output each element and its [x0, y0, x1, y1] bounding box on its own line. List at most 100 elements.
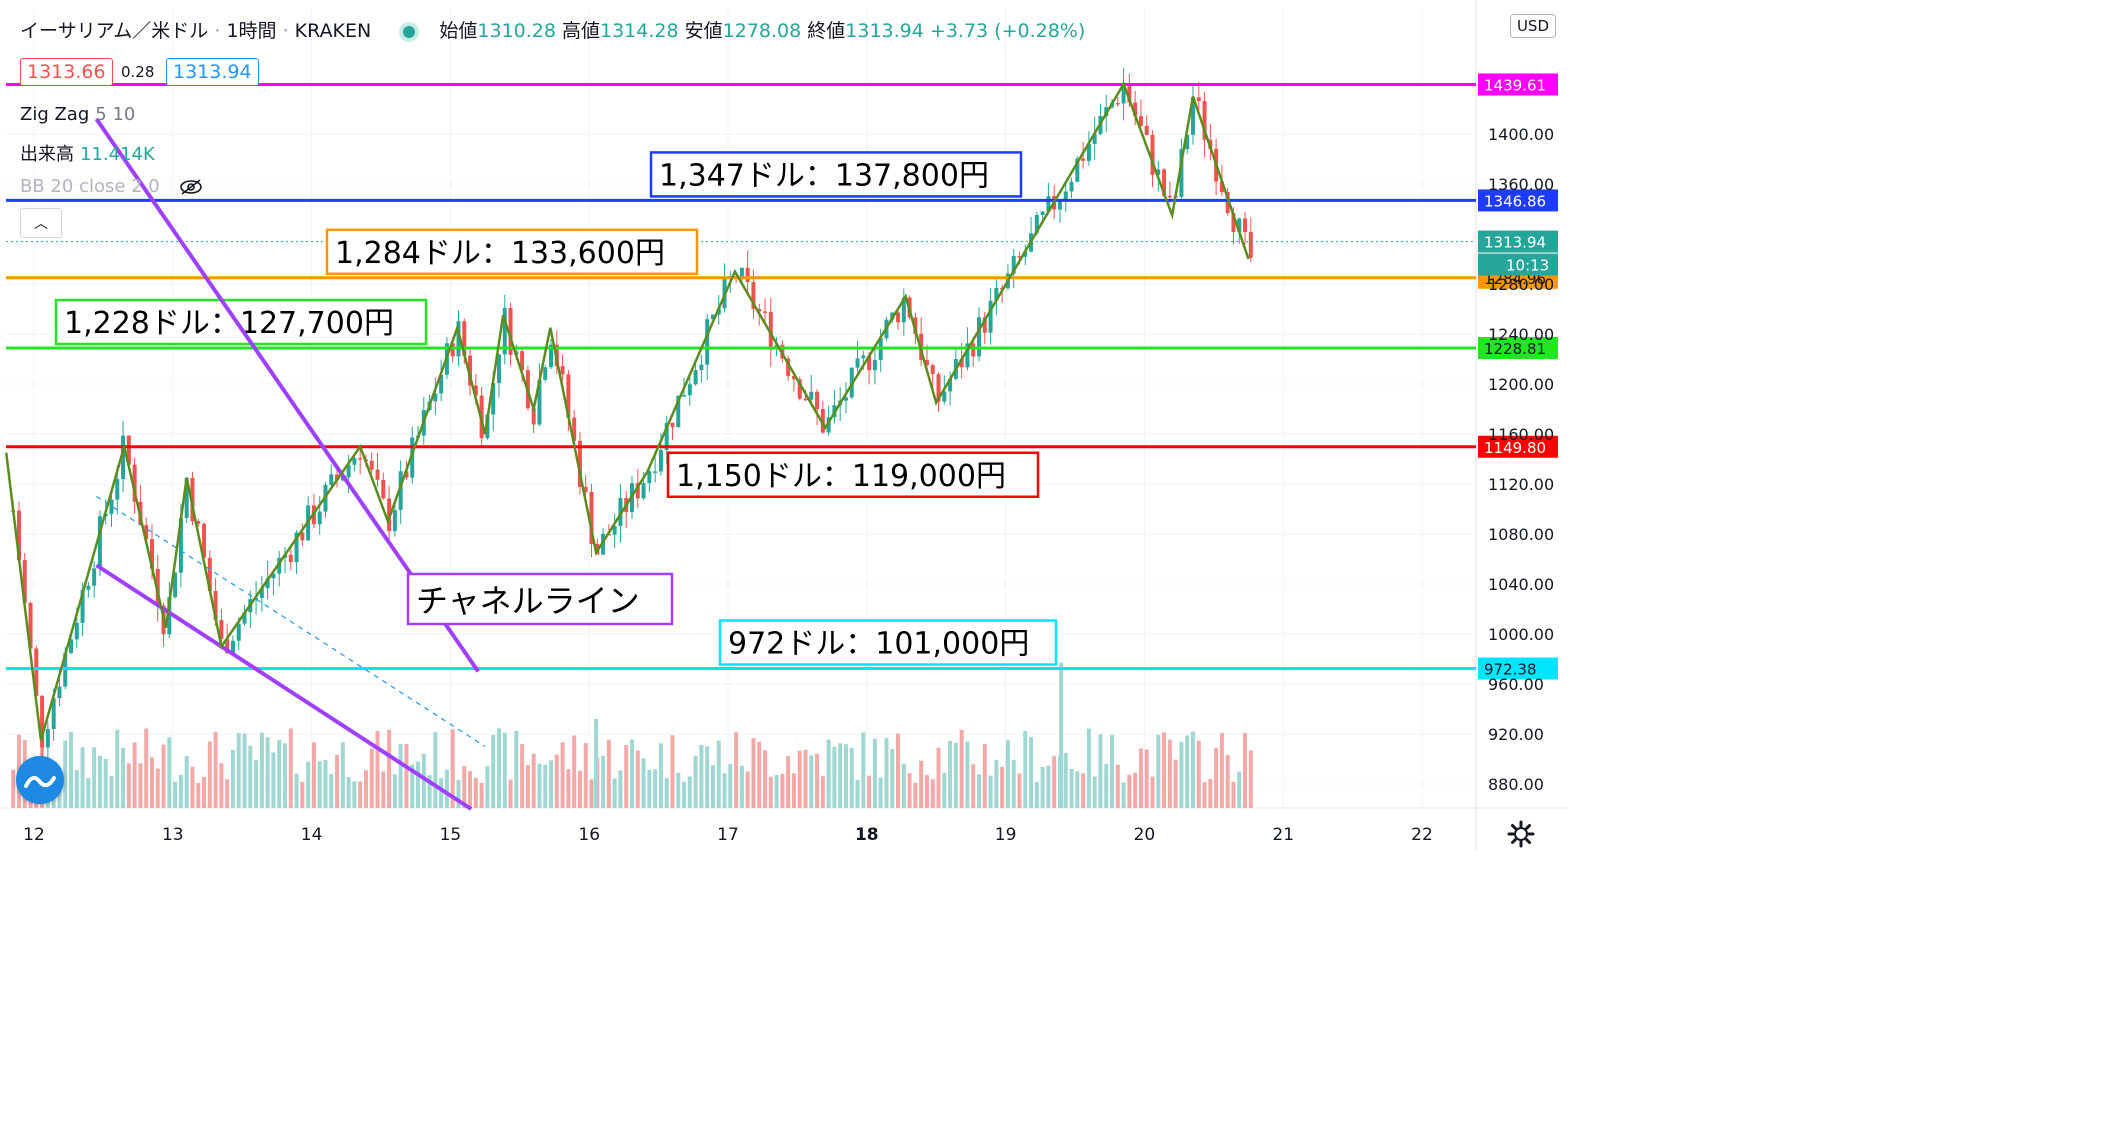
volume-bar	[948, 741, 953, 808]
candle-body	[86, 585, 91, 590]
volume-bar	[306, 761, 311, 808]
candle-body	[1011, 256, 1016, 274]
time-axis[interactable]: 12 13 14 15 16 17 18 19 20 21 22	[23, 825, 1433, 845]
volume-bar	[919, 760, 924, 808]
price-axis[interactable]: 1439.611346.861313.941284.961228.811149.…	[1478, 73, 1558, 794]
collapse-legend-button[interactable]: ︿	[20, 208, 62, 238]
volume-bar	[421, 754, 426, 808]
candle-body	[867, 355, 872, 371]
candle-body	[242, 612, 247, 624]
candle-body	[450, 343, 455, 357]
channel-label: チャネルライン	[416, 582, 640, 620]
volume-bar	[1185, 735, 1190, 808]
axis-tag-bg	[1478, 336, 1558, 359]
volume-bar	[780, 773, 785, 808]
indicator-volume[interactable]: 出来高 11.414K	[20, 140, 155, 166]
candle-body	[462, 321, 467, 356]
volume-bar	[606, 739, 611, 808]
volume-bar	[219, 763, 224, 808]
candle-body	[549, 344, 554, 368]
candle-body	[739, 267, 744, 278]
volume-bar	[416, 761, 421, 808]
volume-bar	[618, 770, 623, 808]
volume-bar	[456, 780, 461, 808]
candle-body	[1040, 211, 1045, 215]
candle-body	[641, 483, 646, 499]
symbol-title[interactable]: イーサリアム／米ドル	[20, 20, 209, 42]
candle-body	[982, 317, 987, 333]
gear-icon[interactable]	[1507, 820, 1535, 848]
tradingview-logo-icon[interactable]	[16, 756, 64, 804]
volume-bar	[658, 743, 663, 808]
candle-body	[80, 589, 85, 623]
volume-bar	[554, 754, 559, 808]
volume-bar	[768, 776, 773, 808]
candle-body	[601, 533, 606, 555]
candle-body	[329, 474, 334, 485]
volume-bar	[363, 770, 368, 808]
volume-bar	[624, 745, 629, 808]
candle-body	[1196, 97, 1201, 102]
sell-price-box[interactable]: 1313.66	[20, 58, 113, 86]
volume-bar	[1011, 759, 1016, 808]
low-label: 安値	[684, 20, 723, 42]
volume-bar	[716, 740, 721, 808]
volume-bar	[121, 747, 126, 808]
volume-bar	[838, 743, 843, 808]
candle-body	[647, 471, 652, 484]
candle-body	[392, 509, 397, 532]
price-tick-1360.00: 1360.00	[1488, 175, 1554, 194]
candle-body	[16, 510, 21, 561]
volume-bar	[479, 782, 484, 808]
candle-body	[936, 374, 941, 402]
candle-body	[294, 532, 299, 563]
volume-bar	[1029, 737, 1034, 808]
candle-body	[225, 638, 230, 653]
volume-bar	[867, 775, 872, 808]
zigzag-label: Zig Zag	[20, 104, 90, 125]
volume-bar	[1081, 773, 1086, 808]
volume-bar	[1046, 765, 1051, 808]
volume-bar	[896, 733, 901, 808]
buy-price-box[interactable]: 1313.94	[166, 58, 259, 86]
candle-body	[1144, 125, 1149, 135]
volume-bar	[976, 774, 981, 808]
indicator-bb[interactable]: BB 20 close 2 0	[20, 176, 204, 197]
currency-button[interactable]: USD	[1509, 14, 1556, 38]
volume-bar	[433, 732, 438, 808]
volume-bar	[300, 781, 305, 808]
volume-bar	[1225, 754, 1230, 808]
price-chart[interactable]: 1,347ドル：137,800円1,284ドル：133,600円1,228ドル：…	[0, 0, 1568, 852]
volume-bar	[294, 773, 299, 808]
eye-off-icon[interactable]	[178, 178, 204, 196]
candle-body	[959, 358, 964, 368]
candle-body	[300, 532, 305, 541]
volume-bar	[317, 761, 322, 808]
time-tick-21: 21	[1272, 825, 1294, 845]
candle-body	[589, 491, 594, 544]
candle-body	[670, 422, 675, 428]
volume-bar	[404, 744, 409, 808]
price-tick-1040.00: 1040.00	[1488, 575, 1554, 594]
volume-bar	[196, 782, 201, 808]
annotation-text: 1,150ドル：119,000円	[676, 459, 1006, 494]
candle-body	[178, 518, 183, 573]
channel-label-box	[406, 572, 674, 626]
candle-body	[768, 311, 773, 350]
candle-body	[496, 354, 501, 384]
low-value: 1278.08	[722, 20, 802, 42]
candle-body	[635, 483, 640, 499]
candle-body	[1219, 181, 1224, 193]
volume-bar	[80, 747, 85, 808]
channel-midline	[96, 495, 486, 748]
spread-value: 0.28	[121, 63, 155, 81]
indicator-zigzag[interactable]: Zig Zag 5 10	[20, 104, 135, 125]
volume-bar	[670, 735, 675, 808]
volume-bar	[248, 745, 253, 808]
volume-bar	[335, 754, 340, 808]
volume-bar	[202, 777, 207, 808]
timeframe-label[interactable]: 1時間	[226, 20, 277, 42]
time-tick-20: 20	[1134, 825, 1156, 845]
volume-bar	[1023, 731, 1028, 808]
volume-bar	[1150, 776, 1155, 808]
